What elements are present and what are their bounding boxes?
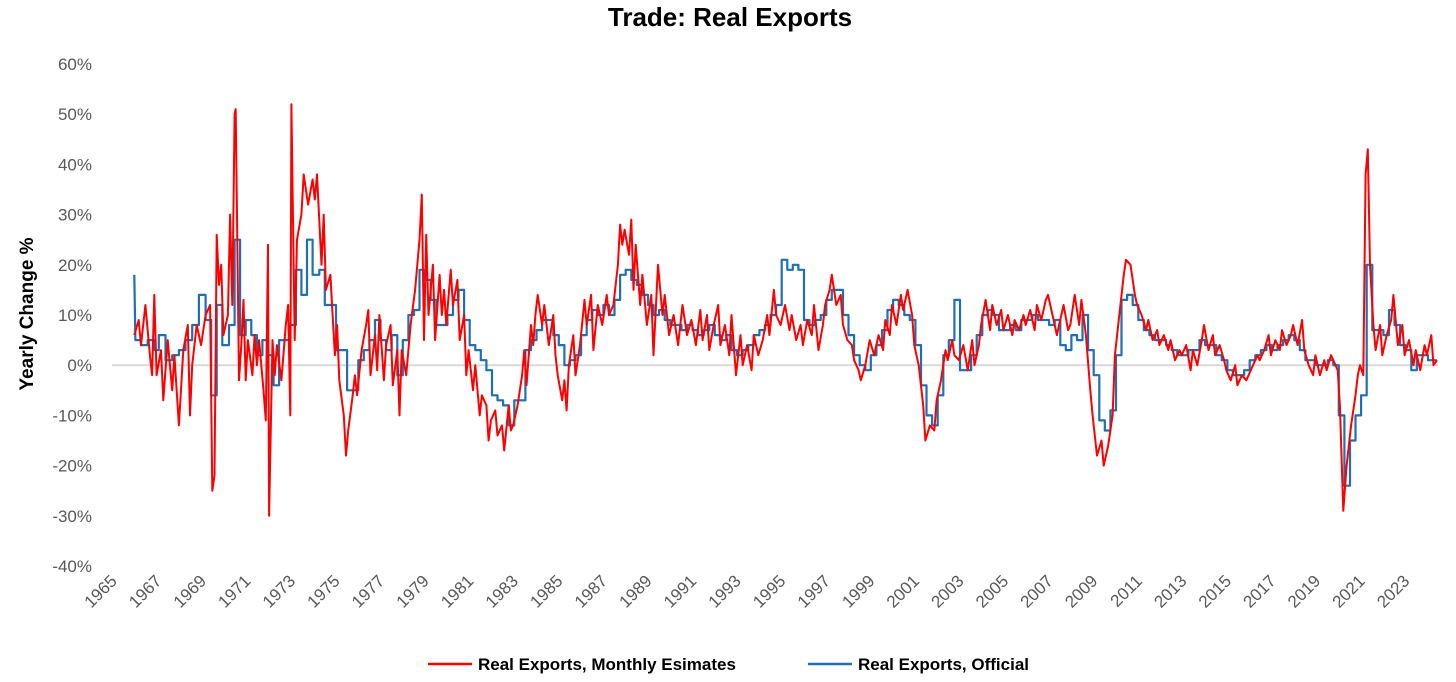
legend: Real Exports, Monthly Esimates Real Expo… <box>428 655 1029 674</box>
x-tick-labels: 1965 1967 1969 1971 1973 1975 1977 1979 1981 1983… <box>81 571 1414 611</box>
series-lines <box>133 103 1438 517</box>
y-tick-label: 60% <box>58 55 92 74</box>
x-tick-label: 1985 <box>526 571 566 611</box>
x-tick-label: 1969 <box>170 571 210 611</box>
x-tick-label: 2017 <box>1240 571 1280 611</box>
series-line-monthly-estimates <box>133 103 1438 517</box>
x-tick-label: 2021 <box>1329 571 1369 611</box>
x-tick-label: 1993 <box>705 571 745 611</box>
x-tick-label: 1979 <box>393 571 433 611</box>
x-tick-label: 1965 <box>81 571 121 611</box>
y-tick-label: -40% <box>52 557 92 576</box>
x-tick-label: 1967 <box>125 571 165 611</box>
y-tick-labels: -40% -30% -20% -10% 0% 10% 20% 30% 40% 50% 60% <box>52 55 92 576</box>
y-tick-label: 30% <box>58 206 92 225</box>
x-tick-label: 2005 <box>972 571 1012 611</box>
x-tick-label: 2013 <box>1150 571 1190 611</box>
x-tick-label: 1989 <box>616 571 656 611</box>
y-tick-label: -30% <box>52 507 92 526</box>
x-tick-label: 1975 <box>304 571 344 611</box>
y-tick-label: 0% <box>67 356 92 375</box>
chart-title: Trade: Real Exports <box>608 2 852 32</box>
y-tick-label: 40% <box>58 155 92 174</box>
x-tick-label: 2001 <box>883 571 923 611</box>
y-tick-label: 50% <box>58 105 92 124</box>
x-tick-label: 2007 <box>1017 571 1057 611</box>
x-tick-label: 2023 <box>1373 571 1413 611</box>
x-tick-label: 2003 <box>928 571 968 611</box>
y-tick-label: 20% <box>58 256 92 275</box>
x-tick-label: 2009 <box>1061 571 1101 611</box>
x-tick-label: 1991 <box>660 571 700 611</box>
x-tick-label: 1999 <box>838 571 878 611</box>
x-tick-label: 1977 <box>348 571 388 611</box>
y-tick-label: -10% <box>52 406 92 425</box>
x-tick-label: 2019 <box>1284 571 1324 611</box>
x-tick-label: 1983 <box>482 571 522 611</box>
legend-label-official: Real Exports, Official <box>858 655 1029 674</box>
x-tick-label: 1981 <box>437 571 477 611</box>
x-tick-label: 2011 <box>1107 571 1146 610</box>
legend-label-monthly: Real Exports, Monthly Esimates <box>478 655 736 674</box>
x-tick-label: 1971 <box>214 571 254 611</box>
x-tick-label: 1997 <box>794 571 834 611</box>
x-tick-label: 1987 <box>571 571 611 611</box>
x-tick-label: 1995 <box>749 571 789 611</box>
x-tick-label: 2015 <box>1195 571 1235 611</box>
y-axis-label: Yearly Change % <box>17 237 38 390</box>
x-tick-label: 1973 <box>259 571 299 611</box>
y-tick-label: 10% <box>58 306 92 325</box>
y-tick-label: -20% <box>52 457 92 476</box>
